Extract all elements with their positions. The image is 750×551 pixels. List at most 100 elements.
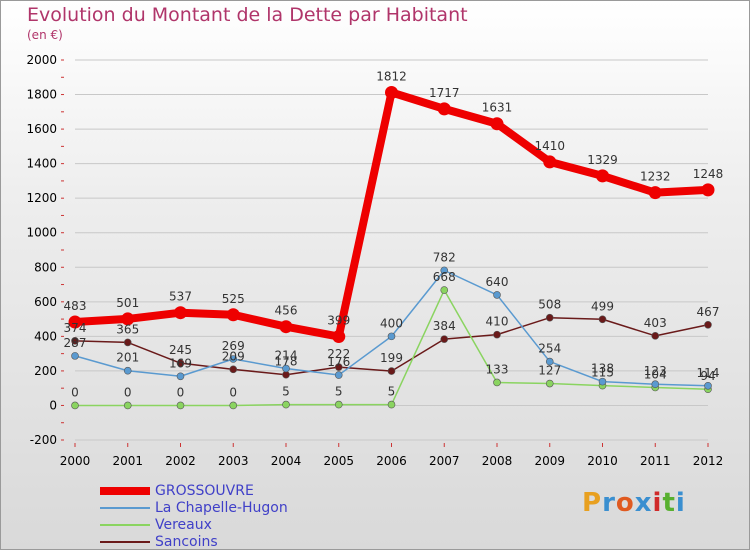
data-point bbox=[226, 308, 240, 322]
data-label: 214 bbox=[275, 348, 298, 362]
data-label: 5 bbox=[335, 385, 343, 399]
data-label: 1329 bbox=[587, 153, 618, 167]
data-point bbox=[545, 379, 554, 388]
y-tick-label: 1800 bbox=[26, 88, 57, 102]
logo-letter: r bbox=[602, 488, 616, 518]
y-tick-label: -200 bbox=[30, 433, 57, 447]
data-label: 133 bbox=[486, 362, 509, 376]
data-label: 525 bbox=[222, 292, 245, 306]
data-point bbox=[598, 315, 607, 324]
data-label: 0 bbox=[124, 385, 132, 399]
y-tick-label: 1400 bbox=[26, 157, 57, 171]
data-label: 374 bbox=[64, 321, 87, 335]
data-label: 201 bbox=[116, 351, 139, 365]
x-tick-label: 2007 bbox=[429, 454, 460, 468]
data-label: 5 bbox=[282, 385, 290, 399]
data-label: 403 bbox=[644, 316, 667, 330]
data-point bbox=[229, 355, 238, 363]
data-point bbox=[543, 155, 557, 169]
data-point bbox=[229, 365, 238, 374]
y-tick-label: 2000 bbox=[26, 53, 57, 67]
logo-letter: i bbox=[652, 488, 663, 518]
data-point bbox=[229, 401, 238, 410]
data-label: 1717 bbox=[429, 86, 460, 100]
y-tick-label: 600 bbox=[34, 295, 57, 309]
data-point bbox=[387, 332, 396, 341]
data-point bbox=[440, 335, 449, 343]
data-point bbox=[68, 315, 82, 329]
data-label: 410 bbox=[486, 315, 509, 329]
logo-letter: t bbox=[662, 488, 676, 518]
y-tick-label: 400 bbox=[34, 329, 57, 343]
y-tick-label: 1200 bbox=[26, 191, 57, 205]
legend-label: Sancoins bbox=[155, 534, 218, 550]
data-point bbox=[71, 337, 79, 345]
data-point bbox=[334, 371, 343, 379]
data-point bbox=[174, 306, 187, 320]
data-label: 537 bbox=[169, 290, 192, 304]
data-point bbox=[123, 366, 132, 375]
data-label: 178 bbox=[275, 355, 298, 369]
legend-swatch bbox=[100, 507, 150, 509]
data-point bbox=[493, 378, 501, 387]
data-point bbox=[121, 312, 135, 326]
data-point bbox=[176, 372, 185, 381]
data-label: 1410 bbox=[534, 139, 565, 153]
data-point bbox=[332, 330, 346, 344]
data-label: 1248 bbox=[693, 167, 724, 181]
x-tick-label: 2000 bbox=[60, 454, 91, 468]
data-label: 115 bbox=[591, 366, 614, 380]
data-point bbox=[545, 357, 554, 366]
x-tick-label: 2010 bbox=[587, 454, 618, 468]
data-label: 176 bbox=[327, 355, 350, 369]
data-point bbox=[490, 117, 504, 131]
legend-swatch bbox=[100, 541, 150, 543]
data-point bbox=[440, 266, 449, 275]
legend-swatch bbox=[100, 524, 150, 526]
logo-letter: o bbox=[615, 488, 635, 518]
data-point bbox=[651, 380, 660, 389]
data-label: 456 bbox=[275, 304, 298, 318]
data-point bbox=[651, 332, 660, 340]
data-label: 365 bbox=[116, 322, 139, 336]
data-label: 399 bbox=[327, 314, 350, 328]
data-label: 483 bbox=[64, 299, 87, 313]
proxiti-logo: Proxiti bbox=[582, 488, 686, 518]
data-point bbox=[704, 381, 712, 390]
data-label: 245 bbox=[169, 343, 192, 357]
y-tick-label: 1000 bbox=[26, 226, 57, 240]
x-tick-label: 2002 bbox=[165, 454, 196, 468]
x-tick-label: 2001 bbox=[112, 454, 143, 468]
data-label: 5 bbox=[388, 385, 396, 399]
y-tick-label: 0 bbox=[49, 398, 57, 412]
x-tick-label: 2012 bbox=[693, 454, 724, 468]
data-label: 254 bbox=[538, 342, 561, 356]
data-label: 94 bbox=[700, 369, 715, 383]
x-tick-label: 2006 bbox=[376, 454, 407, 468]
data-point bbox=[704, 320, 712, 329]
data-label: 467 bbox=[697, 305, 720, 319]
data-point bbox=[123, 401, 132, 410]
data-label: 0 bbox=[229, 385, 237, 399]
data-point bbox=[387, 367, 396, 375]
logo-letter: x bbox=[634, 488, 653, 518]
x-tick-label: 2011 bbox=[640, 454, 671, 468]
legend-label: GROSSOUVRE bbox=[155, 483, 254, 499]
data-label: 400 bbox=[380, 316, 403, 330]
data-label: 169 bbox=[169, 356, 192, 370]
data-point bbox=[176, 359, 185, 367]
data-label: 499 bbox=[591, 299, 614, 313]
data-label: 1232 bbox=[640, 170, 671, 184]
legend-swatch bbox=[100, 487, 150, 495]
data-point bbox=[598, 377, 607, 386]
data-point bbox=[282, 364, 290, 373]
y-tick-label: 800 bbox=[34, 260, 57, 274]
data-label: 269 bbox=[222, 339, 245, 353]
data-label: 782 bbox=[433, 250, 456, 264]
logo-letter: i bbox=[675, 488, 686, 518]
legend-label: Vereaux bbox=[155, 517, 212, 533]
data-label: 508 bbox=[538, 298, 561, 312]
data-point bbox=[545, 313, 554, 322]
data-point bbox=[176, 401, 185, 410]
x-tick-label: 2004 bbox=[271, 454, 302, 468]
